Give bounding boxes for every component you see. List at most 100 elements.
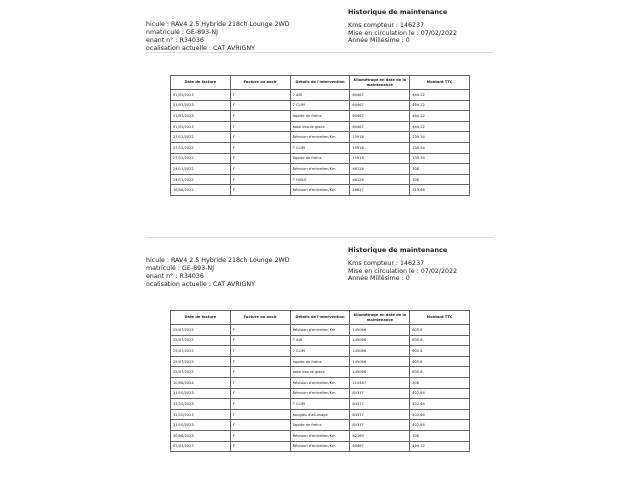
- vehicle-line: enant n° : R34036: [146, 37, 204, 44]
- table-cell: 15916: [349, 131, 411, 143]
- table-cell: 464.22: [409, 120, 470, 133]
- table-cell: F: [229, 163, 291, 175]
- table-cell: 605.6: [409, 324, 470, 336]
- table-cell: 308: [409, 376, 470, 389]
- separator: [146, 237, 493, 238]
- table-cell: F: [229, 110, 291, 122]
- table-cell: F: [229, 440, 291, 453]
- table-row: 31/10/2023 F Révision d'entretien/Km 84377 4…: [170, 387, 470, 400]
- table-cell: Révision d'entretien/Km: [289, 387, 351, 400]
- table-cell: 7 CLIM: [289, 398, 351, 410]
- table-cell: 64467: [349, 89, 411, 101]
- table-cell: Révision d'entretien/Km: [289, 184, 351, 196]
- table-row: 24/11/2022 F Révision d'entretien/Km 46126 3…: [170, 163, 470, 175]
- vehicle-line: ocalisation actuelle : CAT AVRIGNY: [146, 45, 255, 52]
- table-cell: 84377: [349, 398, 411, 410]
- table-cell: F: [229, 376, 291, 389]
- table-cell: Révision d'entretien/Km: [289, 376, 351, 389]
- header-row: Date de facture Facture ou avoir Détails d…: [170, 310, 470, 325]
- table-cell: 402.64: [409, 408, 470, 421]
- table-cell: 464.22: [409, 99, 470, 112]
- table-cell: F: [229, 99, 291, 112]
- table-cell: 7 HUILE: [289, 173, 351, 186]
- table-cell: F: [229, 184, 291, 196]
- column-header: Kilométrage en date de la maintenance: [349, 310, 411, 325]
- table-cell: 145066: [349, 334, 411, 347]
- table-cell: 24/11/2022: [170, 173, 231, 186]
- table-cell: Révision d'entretien Km: [289, 324, 351, 336]
- table-cell: 7 AIR: [289, 334, 351, 347]
- table-cell: liquide de freins: [289, 110, 351, 122]
- table-cell: 139.34: [409, 131, 470, 143]
- table-cell: 01/03/2023: [170, 99, 231, 112]
- table-cell: 02/03/2023: [170, 440, 231, 453]
- table-cell: F: [229, 173, 291, 186]
- info-line: Mise en circulation le : 07/02/2022: [348, 29, 458, 37]
- table-cell: 31/10/2023: [170, 419, 231, 431]
- table-cell: F: [229, 355, 291, 368]
- table-cell: 464.22: [409, 89, 470, 101]
- table-cell: Révision d'entretien/Km: [289, 440, 351, 453]
- table-cell: 139.34: [409, 152, 470, 165]
- table-cell: 145066: [349, 324, 411, 336]
- table-cell: 64467: [349, 120, 411, 133]
- table-cell: Révision d'entretien/Km: [289, 429, 351, 442]
- table-cell: F: [229, 429, 291, 442]
- table-cell: 464.22: [409, 110, 470, 122]
- table-cell: 27/12/2022: [170, 131, 231, 143]
- table-cell: F: [229, 120, 291, 133]
- table-row: 30/06/2023 F Révision d'entretien/Km 82169 3…: [170, 429, 470, 442]
- table-cell: 01/03/2023: [170, 120, 231, 133]
- table-row: 25/07/2025 F 7 AIR 145066 605.6: [170, 334, 470, 347]
- table-cell: 01/03/2023: [170, 89, 231, 101]
- vehicle-line: nmatriculé : GE-893-NJ: [146, 29, 218, 36]
- table-row: 27/12/2022 F 7 CLIM 15916 139.34: [170, 141, 470, 154]
- table-cell: 46126: [349, 163, 411, 175]
- table-cell: 402.64: [409, 419, 470, 431]
- table-cell: 213.66: [409, 184, 470, 196]
- table-cell: 64467: [349, 99, 411, 112]
- table-row: 25/07/2025 F 7 CLIM 145066 605.6: [170, 345, 470, 357]
- table-cell: 7 CLIM: [289, 141, 351, 154]
- table-cell: balai essuie glace: [289, 366, 351, 378]
- table-cell: 25/07/2025: [170, 324, 231, 336]
- column-header: Facture ou avoir: [229, 310, 291, 325]
- table-cell: 24/11/2022: [170, 163, 231, 175]
- vehicle-line: enant n° : R34036: [146, 273, 204, 280]
- column-header: Date de facture: [170, 75, 231, 90]
- column-header: Montant TTC: [409, 310, 470, 325]
- table-cell: F: [229, 131, 291, 143]
- table-cell: 30/06/2023: [170, 429, 231, 442]
- vehicle-info: hicule : RAV4 2.5 Hybride 218ch Lounge 2…: [146, 21, 290, 53]
- table-cell: 605.6: [409, 345, 470, 357]
- vehicle-info: hicule : RAV4 2.5 Hybride 218ch Lounge 2…: [146, 257, 290, 289]
- table-cell: 31/10/2023: [170, 398, 231, 410]
- table-cell: 605.6: [409, 366, 470, 378]
- table-cell: F: [229, 152, 291, 165]
- table-cell: 64467: [349, 440, 411, 453]
- table-cell: 110467: [349, 376, 411, 389]
- maintenance-table: Date de facture Facture ou avoir Détails d…: [170, 310, 470, 453]
- table-cell: 46126: [349, 173, 411, 186]
- table-row: 01/03/2023 F 7 CLIM 64467 464.22: [170, 99, 470, 112]
- column-header: Kilométrage en date de la maintenance: [349, 75, 411, 90]
- table-cell: 145066: [349, 345, 411, 357]
- table-cell: 7 CLIM: [289, 345, 351, 357]
- table-cell: 84377: [349, 387, 411, 400]
- table-row: 27/12/2022 F Révision d'entretien/Km 15916 1…: [170, 131, 470, 143]
- maintenance-info: Historique de maintenance Kms compteur : …: [348, 8, 458, 45]
- column-header: Date de facture: [170, 310, 231, 325]
- info-line: Mise en circulation le : 07/02/2022: [348, 267, 458, 275]
- table-cell: 01/03/2023: [170, 110, 231, 122]
- table-cell: liquide de freins: [289, 355, 351, 368]
- table-row: 10/06/2024 F Révision d'entretien/Km 110467…: [170, 376, 470, 389]
- table-cell: F: [229, 398, 291, 410]
- table-cell: F: [229, 419, 291, 431]
- table-cell: 15916: [349, 152, 411, 165]
- table-cell: 7 AIR: [289, 89, 351, 101]
- vehicle-line: ocalisation actuelle : CAT AVRIGNY: [146, 281, 255, 288]
- table-cell: 402.64: [409, 398, 470, 410]
